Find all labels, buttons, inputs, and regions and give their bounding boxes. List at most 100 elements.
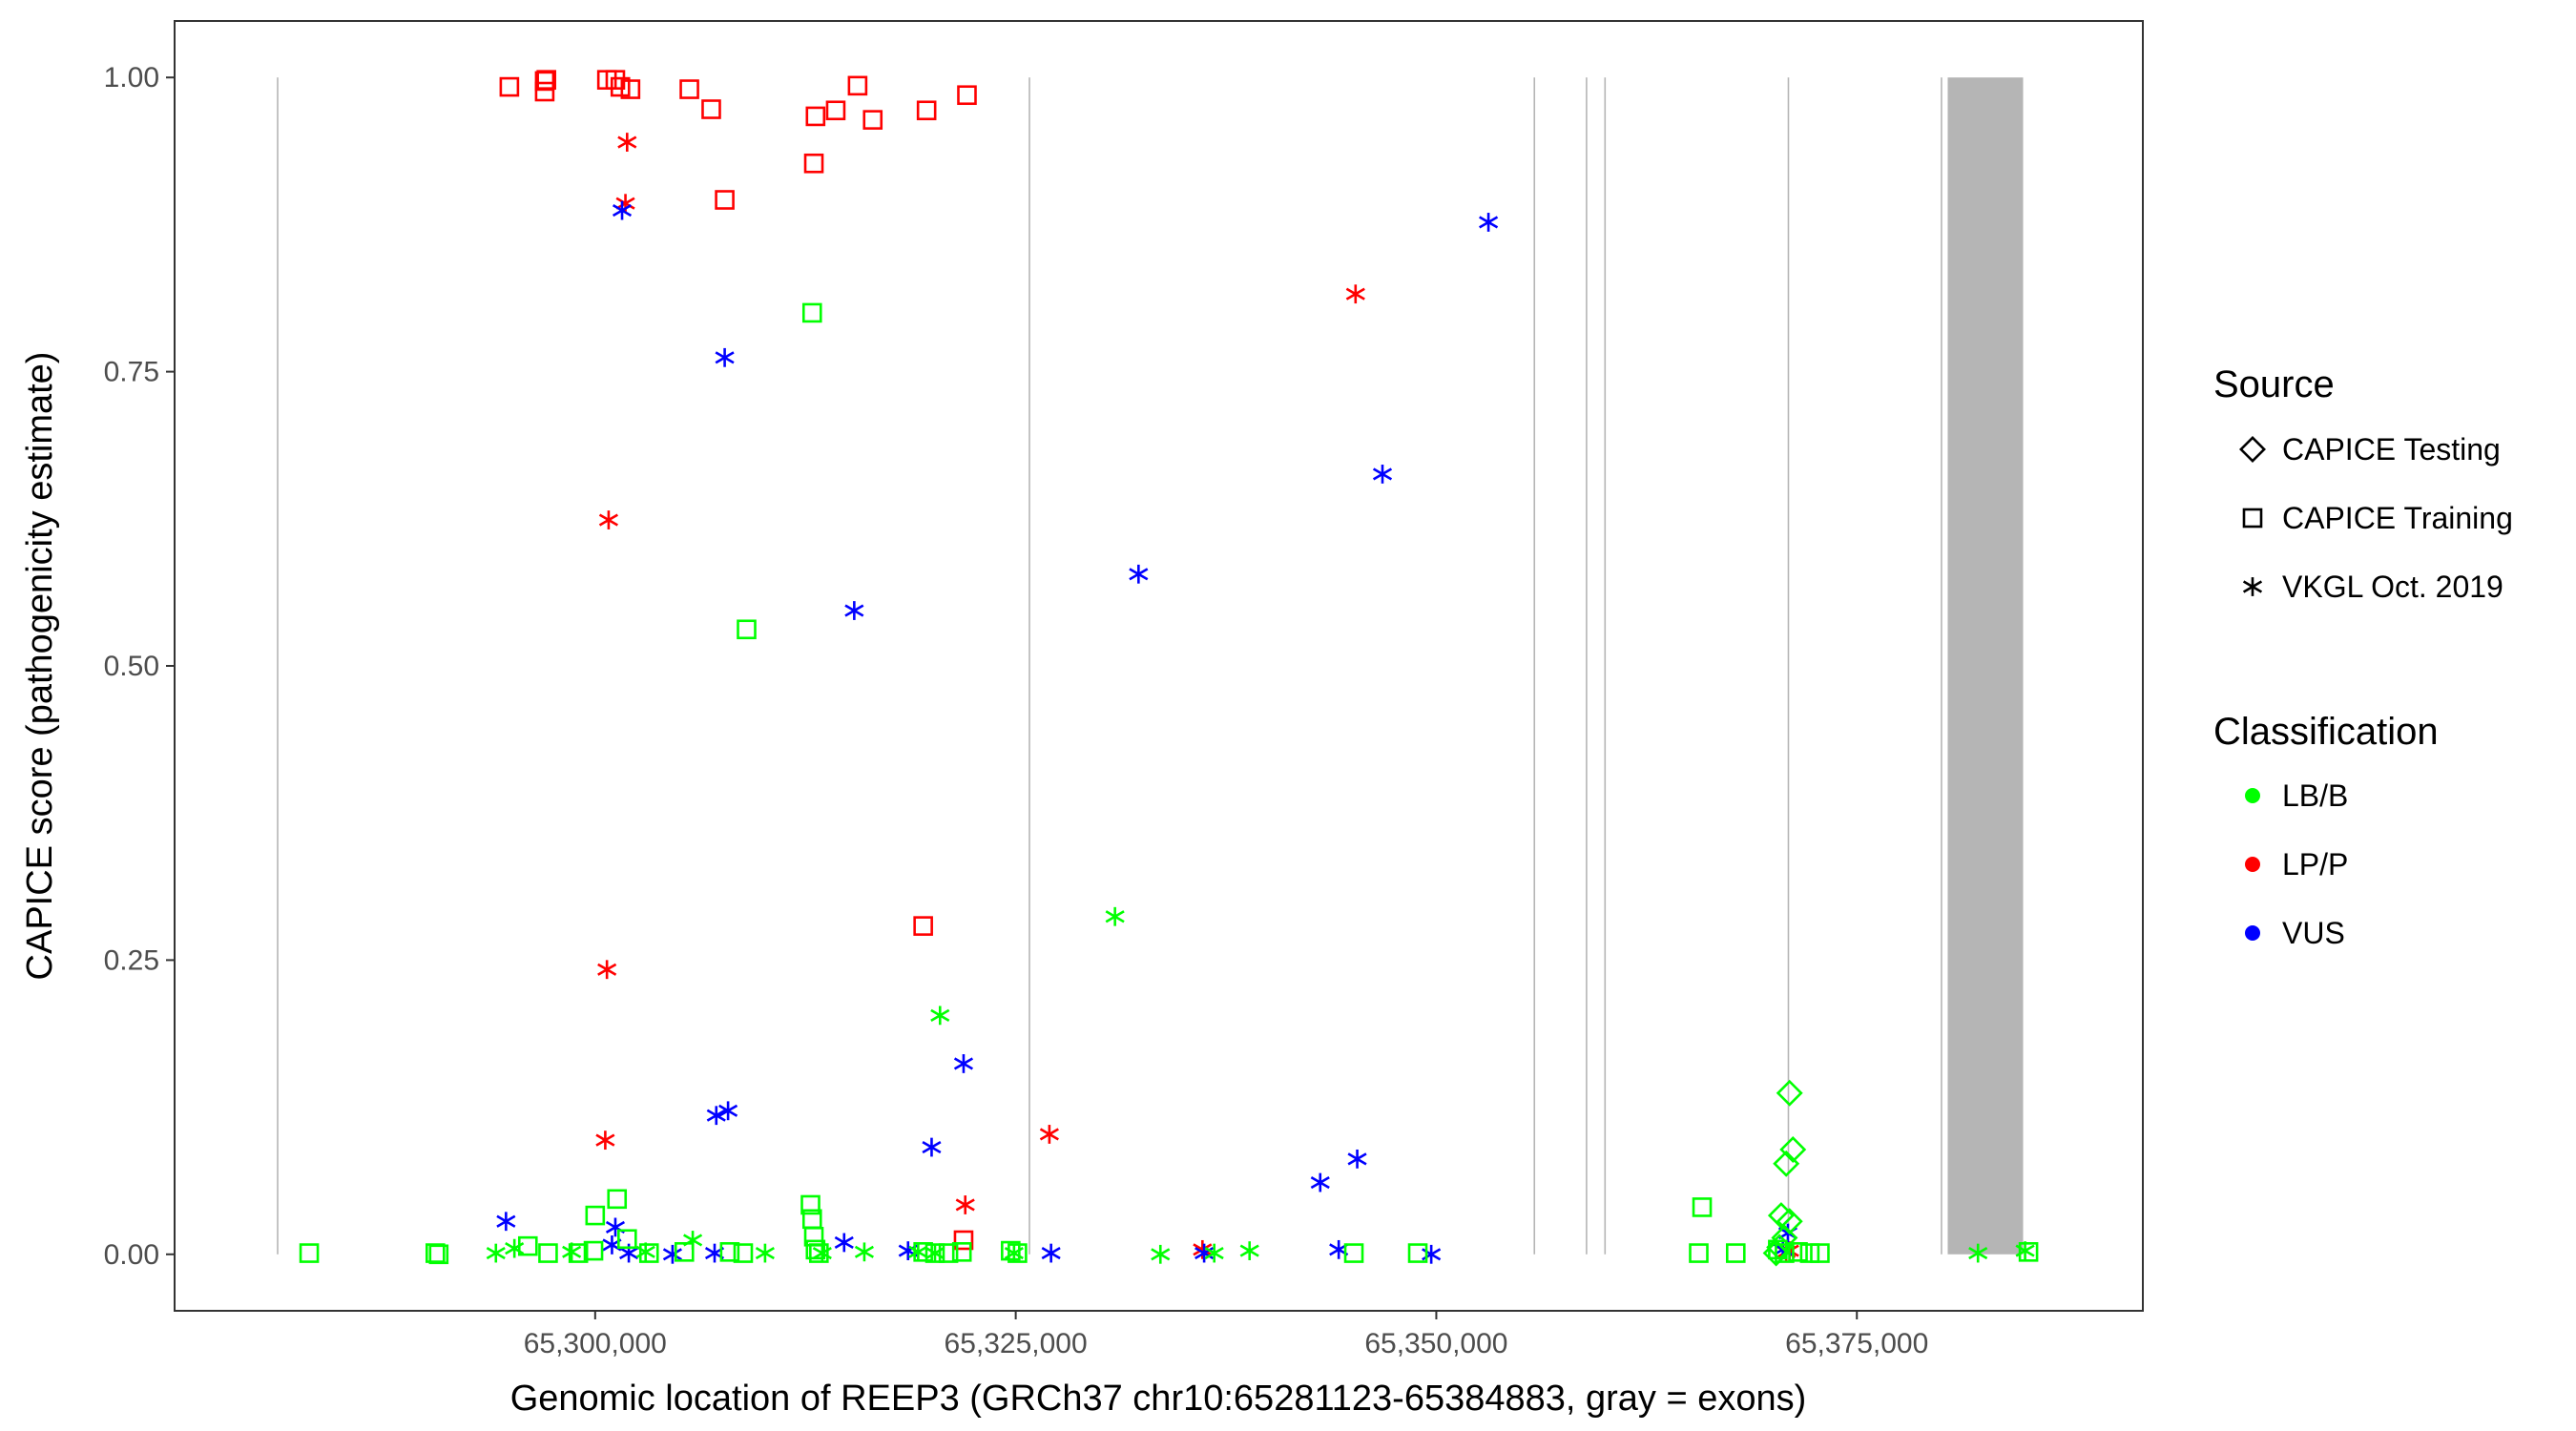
capice-training-lb-b-point: [638, 1243, 659, 1263]
capice-training-lp-p-point: [679, 79, 699, 99]
capice-training-lp-p-point: [953, 1230, 974, 1251]
y-tick-label: 0.25: [104, 944, 159, 976]
capice-training-lp-p-point: [701, 99, 721, 119]
vkgl-oct-2019-lb-b-point: [854, 1242, 874, 1262]
y-tick-label: 1.00: [104, 62, 159, 93]
vkgl-oct-2019-lp-p-point: [1193, 1239, 1213, 1259]
legend-key-dot-icon: [2245, 788, 2260, 803]
capice-training-lp-p-point: [803, 153, 824, 174]
vkgl-oct-2019-vus-point: [844, 601, 864, 620]
capice-training-lb-b-point: [800, 1194, 821, 1215]
legend-key-square-icon: [2242, 508, 2263, 529]
x-axis-title: Genomic location of REEP3 (GRCh37 chr10:…: [510, 1379, 1807, 1419]
capice-training-lb-b-point: [2018, 1242, 2039, 1262]
exon-region: [1947, 77, 2024, 1255]
capice-training-lb-b-point: [517, 1235, 538, 1256]
vkgl-oct-2019-lp-p-point: [955, 1195, 975, 1214]
legend-title-source: Source: [2213, 363, 2335, 405]
capice-training-lb-b-point: [1788, 1242, 1808, 1262]
vkgl-oct-2019-vus-point: [612, 200, 633, 220]
capice-training-lb-b-point: [737, 619, 757, 640]
capice-training-lp-p-point: [913, 916, 933, 936]
vkgl-oct-2019-lb-b-point: [930, 1006, 950, 1026]
capice-training-lb-b-point: [607, 1189, 628, 1210]
capice-training-lb-b-point: [1775, 1243, 1795, 1263]
capice-training-lb-b-point: [428, 1244, 449, 1265]
vkgl-oct-2019-vus-point: [715, 347, 735, 367]
y-tick-label: 0.00: [104, 1239, 159, 1271]
vkgl-oct-2019-vus-point: [922, 1137, 942, 1157]
vkgl-oct-2019-lb-b-point: [1968, 1243, 1988, 1263]
vkgl-oct-2019-vus-point: [1041, 1243, 1061, 1263]
capice-training-lp-p-point: [957, 85, 977, 106]
capice-training-lb-b-point: [1008, 1243, 1028, 1263]
vkgl-oct-2019-vus-point: [662, 1244, 682, 1264]
legend-label: VUS: [2282, 916, 2345, 950]
capice-training-lp-p-point: [916, 100, 937, 121]
vkgl-oct-2019-lb-b-point: [908, 1242, 928, 1262]
legend-label: LB/B: [2282, 778, 2348, 813]
legend-label: VKGL Oct. 2019: [2282, 570, 2503, 604]
vkgl-oct-2019-lb-b-point: [1105, 906, 1125, 926]
capice-training-lb-b-point: [1725, 1243, 1746, 1263]
vkgl-oct-2019-vus-point: [1347, 1149, 1367, 1169]
legend: Source CAPICE Testing CAPICE Training VKGL…: [2213, 363, 2513, 950]
capice-training-lb-b-point: [1692, 1197, 1713, 1217]
capice-training-lb-b-point: [733, 1243, 754, 1263]
exon-region: [1604, 77, 1607, 1255]
exon-region: [1028, 77, 1030, 1255]
vkgl-oct-2019-vus-point: [1372, 465, 1393, 484]
legend-label: LP/P: [2282, 847, 2348, 881]
x-tick-label: 65,375,000: [1785, 1328, 1928, 1359]
capice-training-lp-p-point: [805, 106, 826, 127]
capice-training-lb-b-point: [538, 1243, 558, 1263]
vkgl-oct-2019-vus-point: [834, 1233, 854, 1253]
vkgl-oct-2019-lb-b-point: [755, 1243, 775, 1263]
axes: 0.00 0.25 0.50 0.75 1.00 65,300,000 65,325,000…: [104, 62, 1929, 1359]
capice-training-lp-p-point: [847, 75, 868, 96]
capice-training-lp-p-point: [534, 81, 555, 102]
capice-training-lb-b-point: [801, 302, 822, 323]
capice-training-lp-p-point: [610, 76, 631, 97]
legend-label: CAPICE Testing: [2282, 432, 2501, 467]
legend-key-dot-icon: [2245, 925, 2260, 941]
capice-training-lb-b-point: [805, 1239, 826, 1260]
exon-region: [1941, 77, 1942, 1255]
capice-testing-lb-b-point: [1779, 1136, 1807, 1163]
plot-panel-border: [174, 20, 2144, 1312]
vkgl-oct-2019-vus-point: [496, 1212, 516, 1232]
capice-training-lb-b-point: [299, 1243, 320, 1263]
y-axis-title: CAPICE score (pathogenicity estimate): [20, 352, 60, 981]
capice-testing-lb-b-point: [1776, 1079, 1803, 1107]
vkgl-oct-2019-vus-point: [706, 1106, 726, 1126]
capice-training-lb-b-point: [1799, 1243, 1820, 1263]
vkgl-oct-2019-lb-b-point: [486, 1243, 506, 1263]
capice-training-lb-b-point: [809, 1243, 829, 1263]
y-tick-label: 0.50: [104, 651, 159, 682]
vkgl-oct-2019-lp-p-point: [1345, 284, 1365, 304]
legend-key-asterisk-icon: [2242, 577, 2263, 596]
y-tick-label: 0.75: [104, 357, 159, 388]
legend-label: CAPICE Training: [2282, 501, 2513, 535]
vkgl-oct-2019-vus-point: [718, 1101, 738, 1121]
vkgl-oct-2019-vus-point: [953, 1054, 974, 1073]
vkgl-oct-2019-lp-p-point: [597, 960, 617, 980]
vkgl-oct-2019-lp-p-point: [598, 510, 618, 529]
legend-title-classification: Classification: [2213, 711, 2439, 753]
vkgl-oct-2019-vus-point: [1310, 1172, 1330, 1192]
capice-training-lb-b-point: [1343, 1243, 1364, 1263]
vkgl-oct-2019-vus-point: [1129, 564, 1149, 584]
vkgl-oct-2019-lb-b-point: [1204, 1243, 1224, 1263]
capice-training-lb-b-point: [719, 1242, 740, 1262]
exon-region: [1787, 77, 1790, 1255]
x-tick-label: 65,325,000: [945, 1328, 1088, 1359]
capice-testing-lb-b-point: [1766, 1234, 1794, 1261]
capice-training-lb-b-point: [1001, 1240, 1021, 1261]
x-tick-label: 65,350,000: [1364, 1328, 1507, 1359]
vkgl-oct-2019-lp-p-point: [595, 1130, 615, 1151]
capice-training-lp-p-point: [499, 76, 520, 97]
capice-training-lb-b-point: [1689, 1243, 1709, 1263]
capice-training-lb-b-point: [951, 1242, 972, 1262]
capice-training-lb-b-point: [1407, 1243, 1428, 1263]
